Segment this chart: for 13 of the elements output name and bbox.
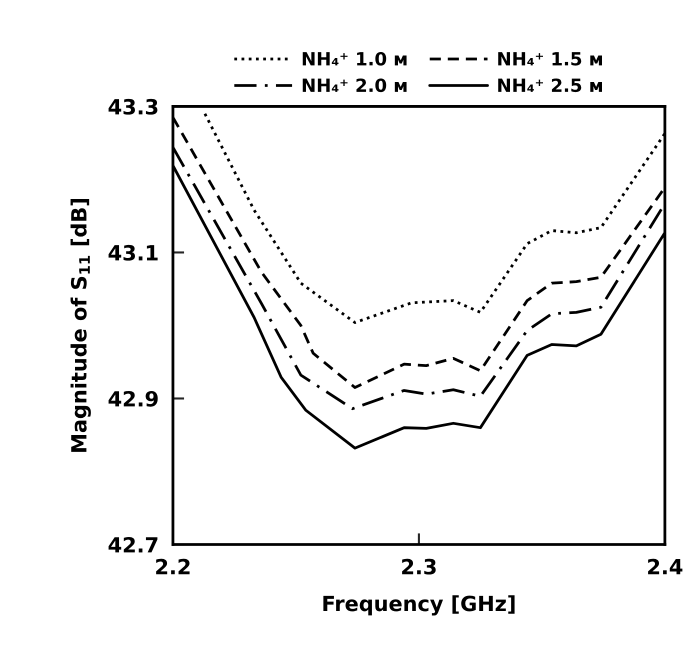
x-axis-title: Frequency [GHz] <box>323 595 515 616</box>
y-tick-label: 42.9 <box>108 390 158 407</box>
x-tick-label: 2.3 <box>402 558 436 575</box>
x-tick-label: 2.2 <box>156 558 190 574</box>
legend-label: NH₄⁺ 2.5 ᴍ <box>498 78 602 92</box>
y-axis-title: Magnitude of S$_{11}$ [dB] <box>70 199 91 452</box>
y-tick-label: 42.7 <box>108 536 158 552</box>
y-tick-label: 43.1 <box>108 244 158 261</box>
legend-label: NH₄⁺ 1.0 ᴍ <box>302 52 407 66</box>
x-tick-label: 2.4 <box>648 558 682 574</box>
legend-label: NH₄⁺ 2.0 ᴍ <box>302 78 407 92</box>
legend-label: NH₄⁺ 1.5 ᴍ <box>498 52 602 66</box>
y-tick-label: 43.3 <box>108 98 158 115</box>
